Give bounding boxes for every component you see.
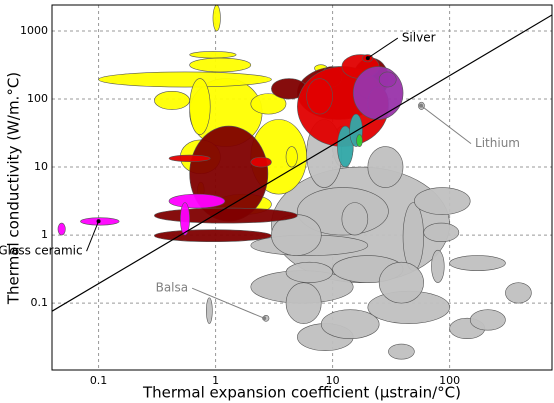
plot-border: [51, 4, 553, 371]
y-axis-title: Thermal conductivity (W/m.°C): [5, 72, 23, 305]
x-tick-label: 100: [439, 374, 460, 387]
annotation-label: Glass ceramic: [0, 244, 83, 258]
material-bubble: [378, 71, 397, 88]
leader-dot: [262, 316, 267, 321]
material-bubble: [285, 146, 298, 168]
material-bubble: [285, 282, 322, 324]
material-bubble: [431, 249, 445, 283]
leader-dot: [365, 56, 370, 61]
y-tick-label: 1: [41, 228, 48, 241]
material-bubble: [388, 343, 415, 360]
x-axis-title: Thermal expansion coefficient (µstrain/°…: [142, 384, 461, 402]
material-bubble: [189, 78, 211, 135]
material-bubble: [98, 71, 272, 88]
leader-line: [86, 221, 100, 252]
material-bubble: [341, 202, 369, 236]
y-tick-label: 0.1: [31, 296, 49, 309]
material-bubble: [356, 134, 363, 147]
material-bubble: [449, 255, 506, 271]
material-bubble: [367, 146, 404, 188]
material-bubble: [250, 156, 272, 168]
y-tick-label: 1000: [20, 24, 48, 37]
material-bubble: [57, 222, 66, 236]
y-tick-label: 100: [27, 92, 48, 105]
annotation-label: Silver: [402, 31, 436, 45]
material-bubble: [180, 202, 190, 236]
leader-dot: [96, 219, 101, 224]
material-bubble: [189, 51, 237, 59]
x-tick-label: 0.1: [90, 374, 108, 387]
annotation-label: Balsa: [156, 281, 189, 295]
material-bubble: [337, 125, 354, 168]
material-bubble: [285, 261, 333, 283]
material-bubble: [168, 193, 226, 209]
leader-line: [367, 37, 399, 59]
x-tick-label: 1: [212, 374, 219, 387]
material-bubble: [189, 57, 252, 73]
material-bubble: [352, 66, 404, 120]
y-tick-label: 10: [34, 160, 48, 173]
material-bubble: [505, 282, 532, 304]
material-bubble: [320, 309, 380, 339]
leader-dot: [419, 103, 424, 108]
material-bubble: [414, 187, 471, 215]
x-tick-label: 10: [326, 374, 340, 387]
material-bubble: [168, 154, 211, 162]
material-bubble: [402, 202, 424, 271]
annotation-label: Lithium: [475, 136, 520, 150]
material-bubble: [212, 5, 221, 32]
guide-line: [52, 14, 552, 312]
material-bubble: [378, 261, 424, 304]
material-bubble: [154, 207, 298, 224]
leader-line: [420, 105, 472, 145]
plot-area: [52, 5, 552, 360]
material-bubble: [154, 90, 190, 110]
material-bubble: [306, 78, 333, 115]
material-bubble: [250, 93, 287, 115]
material-bubble: [423, 222, 460, 242]
leader-line: [191, 287, 265, 319]
material-bubble: [206, 297, 213, 324]
material-bubble: [469, 309, 506, 331]
